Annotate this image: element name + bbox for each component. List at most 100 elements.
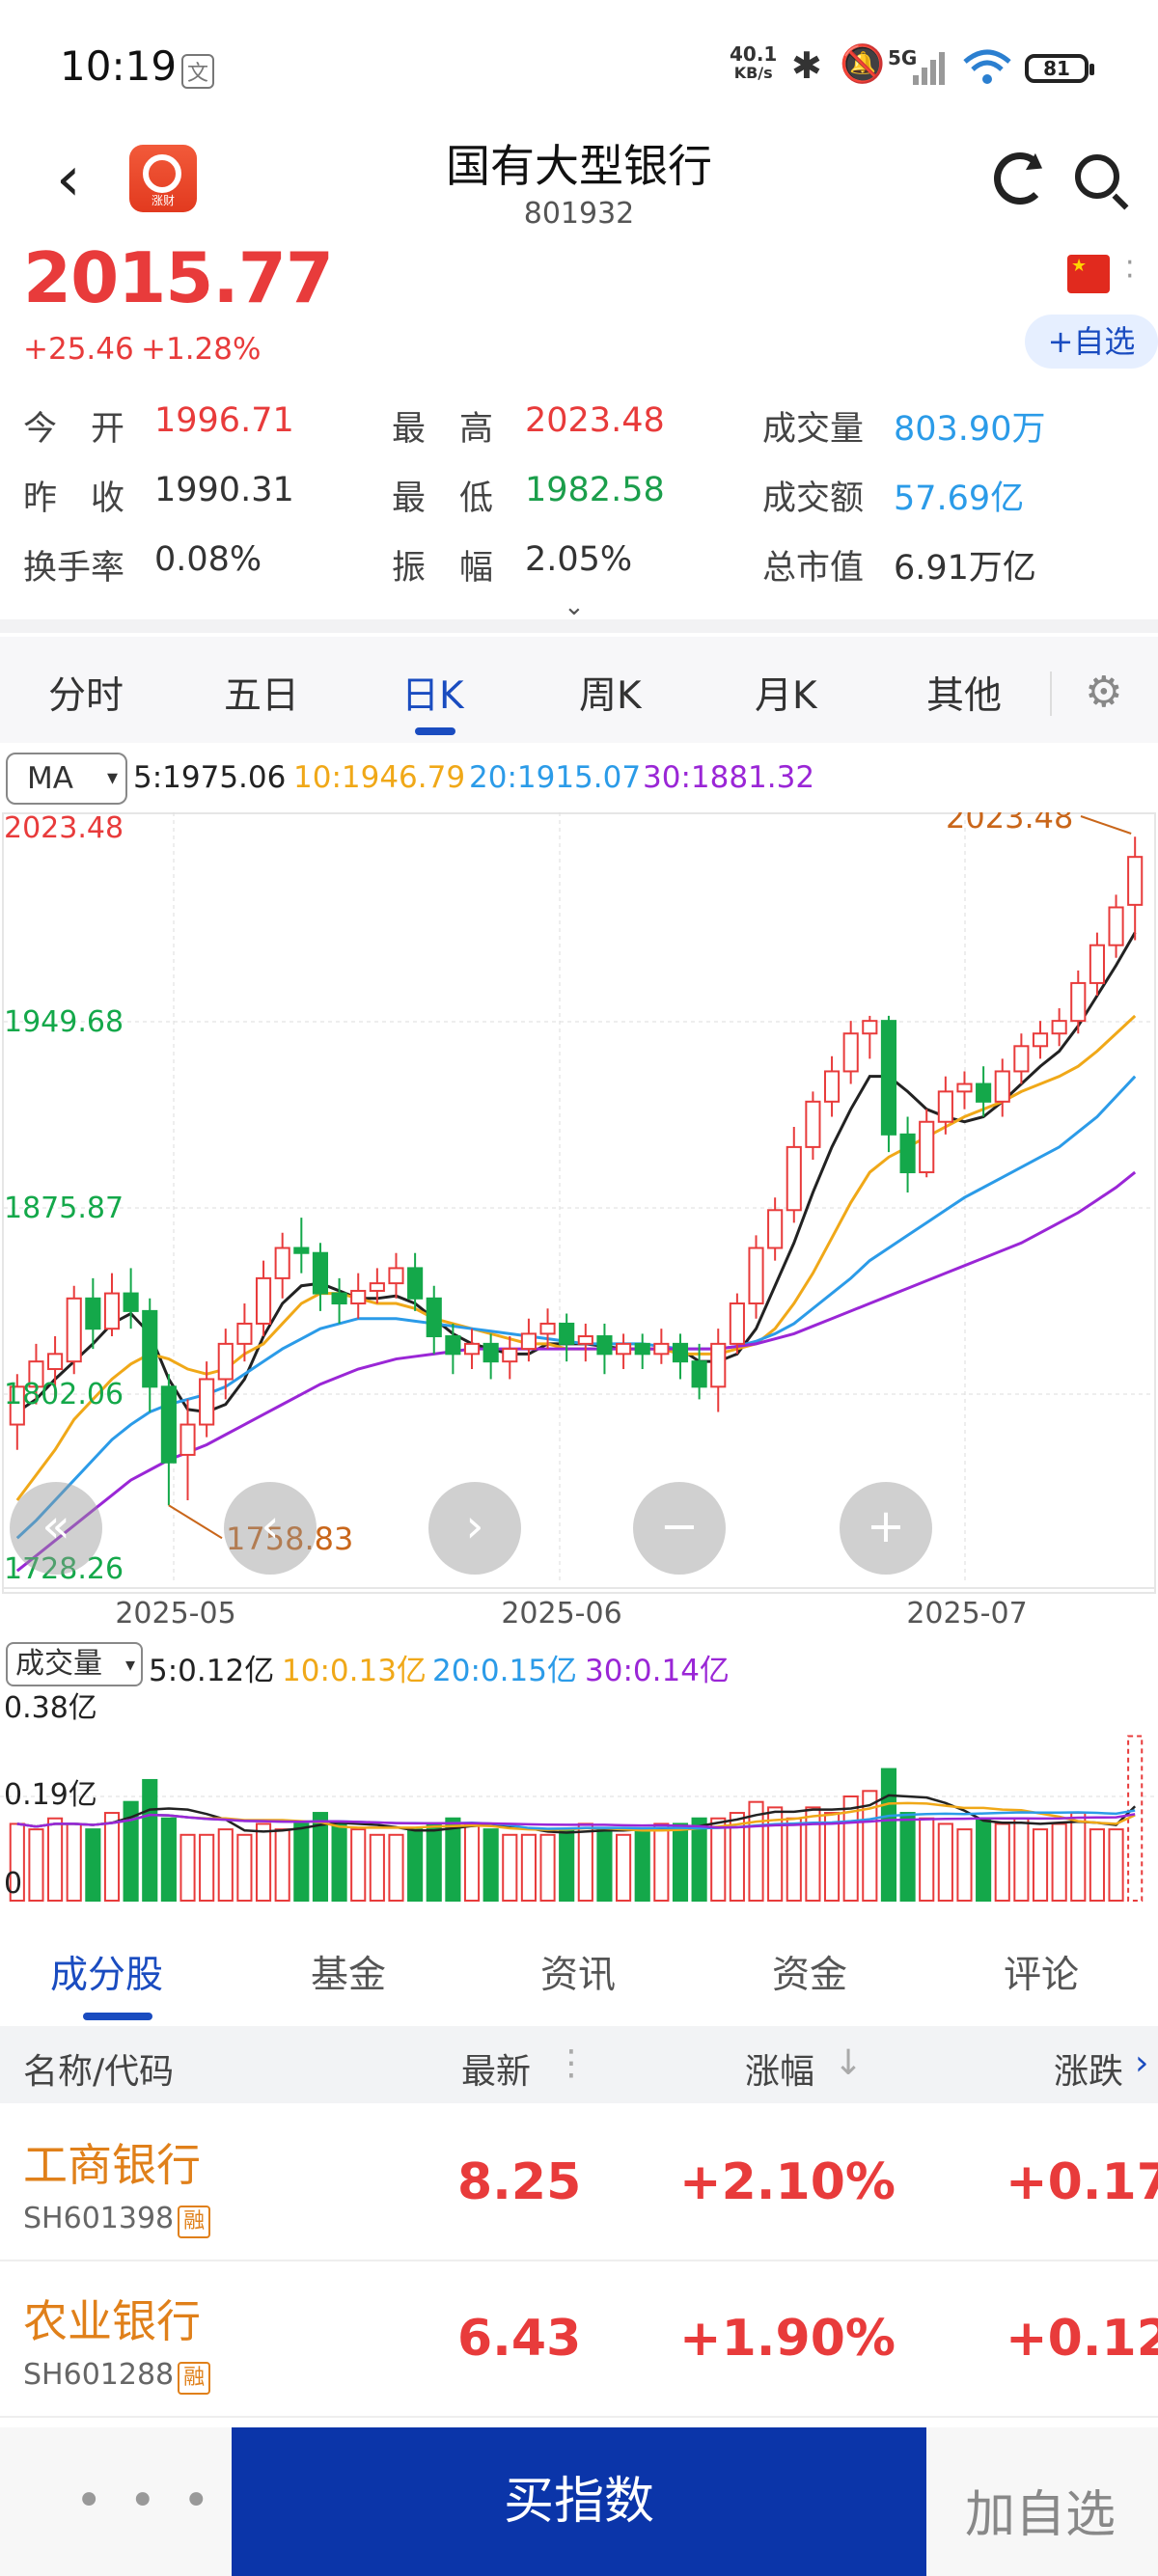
candle (976, 1066, 992, 1117)
add-watchlist-button[interactable]: +自选 (1025, 315, 1158, 369)
table-row[interactable]: 农业银行 SH601288 融 6.43 +1.90% +0.12 (0, 2261, 1158, 2418)
volume-bar (28, 1828, 44, 1903)
mute-bell-icon: 🔕 (840, 42, 886, 85)
add-to-watchlist-button[interactable]: 加自选 (965, 2486, 1117, 2544)
candle (956, 1071, 973, 1110)
stat-label: 今 开 (23, 410, 125, 449)
volume-bar (1070, 1812, 1087, 1902)
table-row[interactable]: 工商银行 SH601398 融 8.25 +2.10% +0.17 (0, 2105, 1158, 2261)
candle (369, 1268, 385, 1304)
volume-y-label: 0.38亿 (4, 1691, 97, 1725)
header-change-pct[interactable]: 涨幅 (745, 2052, 815, 2092)
candlestick-chart[interactable]: 2023.48 1949.68 1875.87 1802.06 1728.26 2023.… (0, 812, 1158, 1632)
volume-bar (9, 1822, 25, 1902)
china-flag-icon[interactable]: ★ (1067, 255, 1110, 293)
section-tab[interactable]: 基金 (311, 1954, 387, 1997)
volume-bar (369, 1833, 385, 1902)
signal-label: 5G (888, 46, 918, 69)
volume-bar (899, 1812, 916, 1902)
tab-period[interactable]: 五日 (224, 674, 300, 718)
stat-label: 成交额 (762, 480, 865, 518)
candle (236, 1303, 253, 1362)
candle (520, 1318, 537, 1362)
sort-desc-icon[interactable]: ↓ (834, 2043, 864, 2083)
volume-chart[interactable]: 0.38亿 0.19亿 0 (0, 1688, 1158, 1905)
scroll-right-button[interactable]: › (428, 1482, 521, 1575)
tab-period[interactable]: 周K (579, 674, 642, 718)
stock-code-line: SH601398 融 (23, 2202, 211, 2238)
volume-bar (1127, 1735, 1144, 1903)
tab-period[interactable]: 日K (401, 674, 464, 718)
volume-bar (880, 1768, 897, 1902)
ma-value: 10:1946.79 (293, 760, 466, 795)
volume-bar (577, 1822, 593, 1902)
active-section-underline (83, 2013, 152, 2020)
section-tab[interactable]: 资金 (772, 1954, 848, 1997)
header-name-code[interactable]: 名称/代码 (23, 2052, 175, 2092)
volume-bar (956, 1828, 973, 1903)
stat-value: 2.05% (525, 540, 633, 579)
candle (539, 1308, 556, 1350)
candle (1108, 894, 1124, 958)
volume-bar (767, 1806, 784, 1902)
zoom-out-button[interactable]: − (633, 1482, 726, 1575)
header-change[interactable]: 涨跌 (1054, 2052, 1124, 2092)
candle (502, 1336, 518, 1380)
sort-options-icon[interactable]: ⋮ (554, 2043, 589, 2083)
volume-bar (1032, 1828, 1049, 1903)
candle (767, 1197, 784, 1261)
ma-value: 5:1975.06 (133, 760, 287, 795)
y-axis-label: 1949.68 (4, 1005, 124, 1039)
section-tab[interactable]: 资讯 (540, 1954, 617, 1997)
more-menu-button[interactable]: • • • (75, 2474, 216, 2528)
more-vertical-icon[interactable]: · · (1125, 246, 1135, 293)
scroll-left-fast-button[interactable]: « (10, 1482, 102, 1575)
volume-bar (426, 1822, 442, 1902)
gear-icon[interactable]: ⚙ (1085, 668, 1123, 717)
expand-chevron-icon[interactable]: ⌄ (564, 592, 585, 621)
volume-bar (123, 1800, 139, 1902)
zoom-in-button[interactable]: + (840, 1482, 932, 1575)
section-tab[interactable]: 评论 (1004, 1954, 1080, 1997)
margin-tag: 融 (178, 2362, 211, 2395)
scroll-left-button[interactable]: ‹ (224, 1482, 317, 1575)
volume-bar (1108, 1828, 1124, 1903)
volume-indicator-select[interactable]: 成交量 (6, 1642, 143, 1686)
tab-period[interactable]: 其他 (926, 674, 1003, 718)
app-logo[interactable]: 涨财 (129, 145, 197, 212)
volume-bar (539, 1833, 556, 1902)
volume-bar (823, 1812, 841, 1902)
volume-bar (710, 1817, 727, 1903)
candle (388, 1252, 404, 1299)
stat-value: 2023.48 (525, 401, 665, 440)
back-button[interactable]: ‹ (56, 144, 81, 215)
net-speed-unit: KB/s (733, 64, 773, 82)
volume-bar (596, 1828, 613, 1903)
wifi-icon (963, 49, 1011, 84)
tab-period[interactable]: 分时 (48, 674, 124, 718)
y-axis-label: 1875.87 (4, 1192, 124, 1225)
volume-ma-line (16, 1794, 1137, 1834)
volume-bar (160, 1817, 177, 1903)
volume-ma-value: 20:0.15亿 (432, 1654, 577, 1688)
active-tab-underline (415, 727, 455, 735)
volume-bar (312, 1812, 329, 1902)
volume-bar (805, 1806, 821, 1902)
buy-index-button[interactable]: 买指数 (232, 2427, 926, 2576)
margin-tag: 融 (178, 2206, 211, 2238)
candle (994, 1058, 1010, 1117)
chevron-right-icon[interactable]: › (1135, 2043, 1149, 2083)
candle (1013, 1033, 1030, 1084)
tab-period[interactable]: 月K (755, 674, 817, 718)
volume-bar (1089, 1828, 1105, 1903)
section-tab[interactable]: 成分股 (50, 1954, 164, 1997)
candle (823, 1055, 841, 1117)
volume-y-label: 0.19亿 (4, 1778, 97, 1812)
ma-indicator-select[interactable]: MA (6, 753, 127, 805)
search-icon[interactable] (1075, 154, 1119, 199)
refresh-icon[interactable] (994, 152, 1046, 205)
volume-ma-value: 5:0.12亿 (149, 1654, 275, 1688)
candle (634, 1333, 650, 1370)
header-latest[interactable]: 最新 (461, 2052, 532, 2092)
